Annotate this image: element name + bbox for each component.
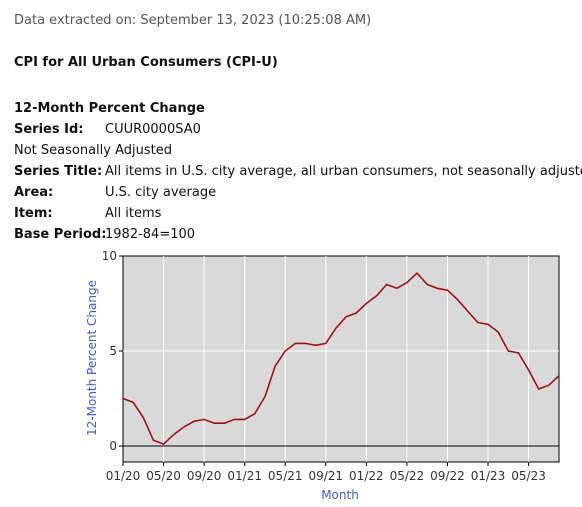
item-label: Item:	[14, 206, 53, 221]
y-tick-label: 10	[102, 249, 117, 263]
series-id-value: CUUR0000SA0	[105, 122, 201, 137]
plot-area	[122, 255, 560, 463]
extraction-timestamp: Data extracted on: September 13, 2023 (1…	[14, 13, 372, 28]
y-axis-label: 12-Month Percent Change	[85, 280, 99, 436]
seasonal-adjustment-text: Not Seasonally Adjusted	[14, 143, 172, 158]
x-tick-label: 09/22	[430, 469, 465, 483]
area-label: Area:	[14, 185, 54, 200]
area-value: U.S. city average	[105, 185, 217, 200]
x-tick-label: 01/21	[227, 469, 262, 483]
x-tick-label: 05/22	[390, 469, 425, 483]
series-title-value: All items in U.S. city average, all urba…	[105, 164, 582, 179]
x-tick-label: 09/21	[308, 469, 343, 483]
x-tick-label: 01/22	[349, 469, 384, 483]
report-title: CPI for All Urban Consumers (CPI-U)	[14, 55, 278, 70]
x-tick-label: 05/23	[511, 469, 546, 483]
x-tick-label: 01/20	[106, 469, 141, 483]
x-tick-label: 09/20	[187, 469, 222, 483]
series-id-label: Series Id:	[14, 122, 84, 137]
chart-subtitle: 12-Month Percent Change	[14, 101, 205, 116]
x-tick-label: 05/20	[146, 469, 181, 483]
x-axis-label: Month	[321, 488, 359, 502]
x-tick-label: 05/21	[268, 469, 303, 483]
base-period-value: 1982-84=100	[105, 227, 196, 242]
item-value: All items	[105, 206, 162, 221]
axes: 01/20 05/20 09/20 01/21 05/21 09/21 01/22 05/22…	[102, 249, 559, 483]
cpi-series-line	[122, 271, 560, 446]
base-period-label: Base Period:	[14, 227, 107, 242]
x-tick-label: 01/23	[471, 469, 506, 483]
series-title-label: Series Title:	[14, 164, 103, 179]
y-tick-label: 0	[109, 439, 117, 453]
y-tick-label: 5	[109, 344, 117, 358]
